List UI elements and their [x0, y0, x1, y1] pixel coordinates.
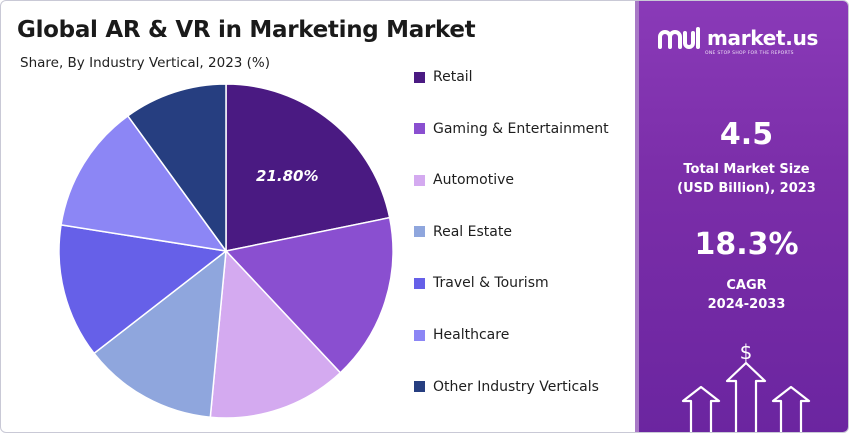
legend-item: Automotive: [414, 170, 514, 190]
legend-label: Travel & Tourism: [433, 275, 549, 292]
brand-name: market.us: [707, 26, 819, 50]
pie-slice-gaming-entertainment: [224, 216, 394, 374]
dollar-sign-icon: $: [740, 340, 753, 364]
market-size-label-line1: Total Market Size: [683, 162, 810, 177]
legend-item: Healthcare: [414, 325, 509, 345]
market-size-value: 4.5: [719, 117, 774, 152]
pie-slice-healthcare: [60, 114, 228, 253]
chart-subtitle: Share, By Industry Vertical, 2023 (%): [20, 55, 271, 71]
chart-title: Global AR & VR in Marketing Market: [17, 17, 476, 43]
pie-slice-automotive: [209, 249, 342, 419]
legend-label: Retail: [433, 69, 473, 85]
legend-swatch: [414, 381, 425, 393]
cagr-value: 18.3%: [694, 227, 799, 262]
market-us-logo-icon: [658, 27, 700, 49]
legend-label: Real Estate: [433, 223, 512, 240]
legend-label: Gaming & Entertainment: [433, 120, 609, 137]
legend-swatch: [414, 123, 425, 135]
legend-item: Real Estate: [414, 222, 512, 242]
legend-label: Other Industry Verticals: [433, 378, 599, 395]
legend-label: Healthcare: [433, 327, 510, 343]
legend-item: Gaming & Entertainment: [414, 119, 609, 139]
legend-item: Travel & Tourism: [414, 273, 549, 293]
cagr-label-line2: 2024-2033: [707, 297, 786, 312]
legend-swatch: [414, 71, 425, 83]
pie-slice-travel-tourism: [58, 224, 228, 355]
cagr-label-line1: CAGR: [726, 278, 767, 293]
market-size-label-line2: (USD Billion), 2023: [677, 181, 816, 196]
legend-item: Other Industry Verticals: [414, 377, 599, 397]
pie-slice-retail: [225, 83, 391, 252]
legend-swatch: [414, 329, 425, 341]
stats-panel: market.us ONE STOP SHOP FOR THE REPORTS …: [635, 1, 848, 432]
pie-labels: 21.80%: [256, 167, 318, 185]
legend-swatch: [414, 226, 425, 238]
pie-data-label: 21.80%: [256, 167, 318, 185]
growth-arrows-icon: $: [681, 340, 811, 432]
brand-logo-group: market.us: [657, 25, 818, 51]
pie-slices: [58, 83, 394, 419]
legend-label: Automotive: [433, 172, 514, 189]
pie-slice-real-estate: [92, 249, 227, 419]
legend-swatch: [414, 277, 425, 289]
brand-tagline: ONE STOP SHOP FOR THE REPORTS: [705, 51, 794, 56]
legend-item: Retail: [414, 67, 473, 87]
legend-swatch: [414, 174, 425, 186]
pie-slice-other-industry-verticals: [126, 83, 227, 254]
